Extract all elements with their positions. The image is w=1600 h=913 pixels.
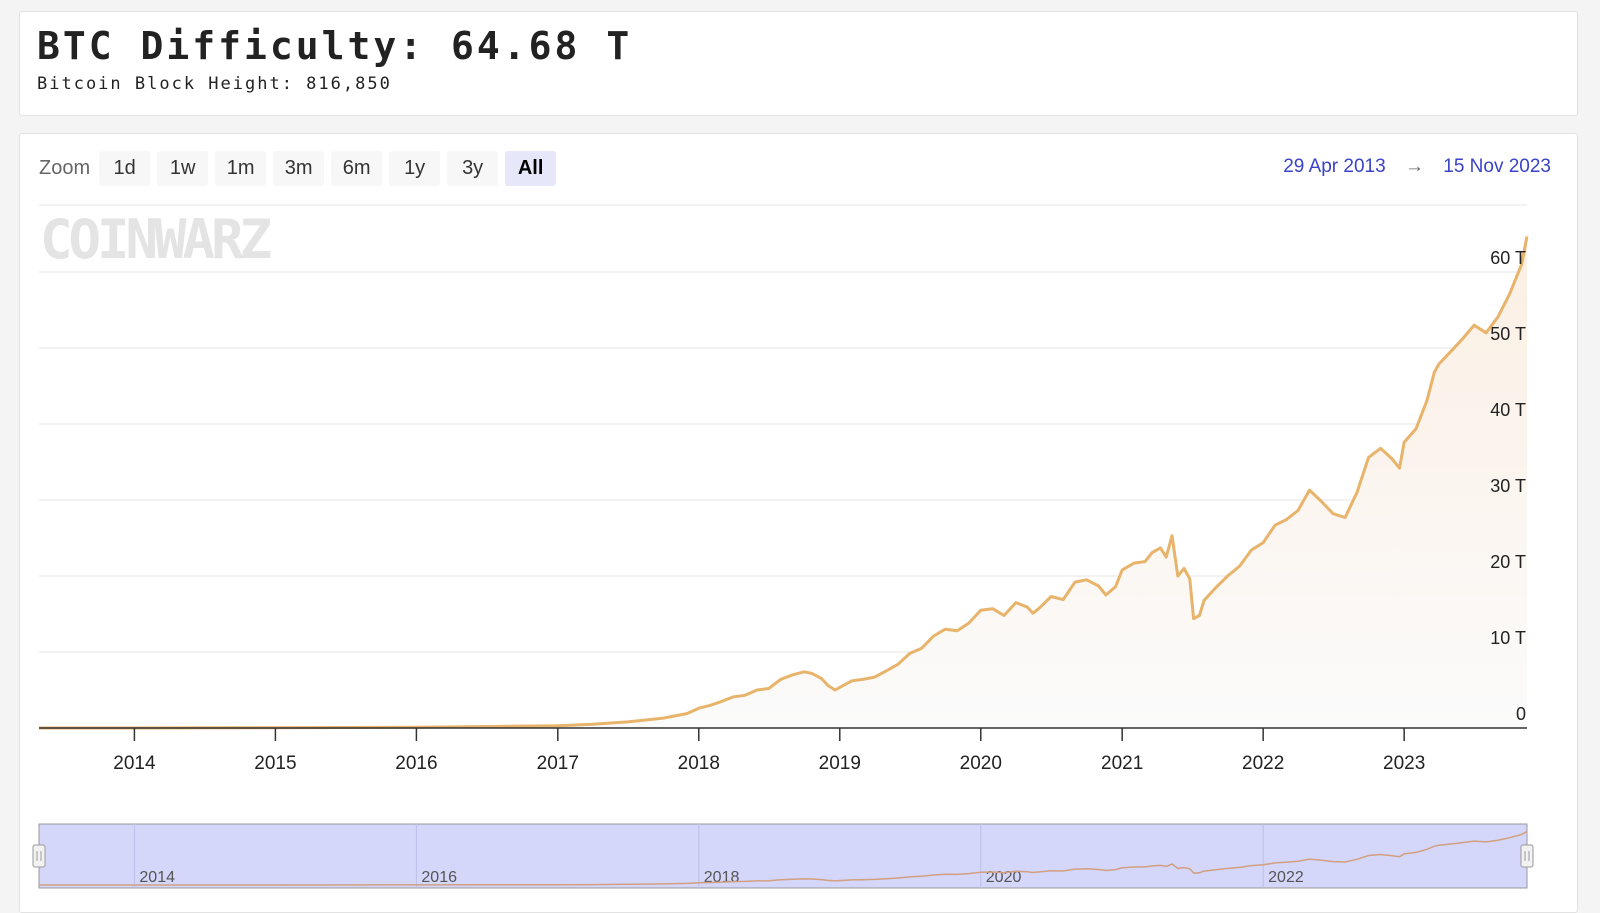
navigator-selection[interactable] — [38, 823, 1528, 889]
x-tick-label: 2014 — [113, 753, 156, 774]
range-to-date[interactable]: 15 Nov 2023 — [1443, 156, 1551, 177]
difficulty-line — [39, 236, 1529, 730]
block-height-subtitle: Bitcoin Block Height: 816,850 — [37, 74, 392, 94]
zoom-3m-button[interactable]: 3m — [273, 151, 325, 186]
navigator-tick-label: 2016 — [421, 869, 457, 886]
y-tick-label: 0 — [1516, 704, 1526, 724]
x-tick-label: 2018 — [678, 753, 720, 774]
zoom-6m-button[interactable]: 6m — [331, 151, 383, 186]
x-tick-label: 2016 — [395, 753, 437, 774]
zoom-1y-button[interactable]: 1y — [389, 151, 441, 186]
navigator[interactable]: 2014 2016 2018 2020 2022 — [32, 823, 1534, 889]
y-tick-label: 40 T — [1490, 400, 1526, 420]
zoom-label: Zoom — [39, 157, 91, 179]
x-tick-label: 2020 — [960, 753, 1002, 774]
zoom-bar: Zoom 1d 1w 1m 3m 6m 1y 3y All — [39, 151, 563, 186]
navigator-right-handle[interactable] — [1520, 844, 1534, 868]
plot-area — [39, 236, 1529, 730]
page-title: BTC Difficulty: 64.68 T — [37, 24, 633, 68]
x-tick-label: 2019 — [819, 753, 861, 774]
y-tick-label: 30 T — [1490, 476, 1526, 496]
navigator-tick-label: 2018 — [704, 869, 740, 886]
x-tick-label: 2015 — [254, 753, 296, 774]
navigator-series-line — [39, 830, 1528, 886]
navigator-tick-label: 2014 — [139, 869, 175, 886]
x-tick-label: 2017 — [537, 753, 579, 774]
y-tick-label: 10 T — [1490, 628, 1526, 648]
zoom-all-button[interactable]: All — [505, 151, 557, 186]
navigator-left-handle[interactable] — [32, 844, 46, 868]
y-tick-label: 50 T — [1490, 324, 1526, 344]
range-arrow-icon: → — [1404, 156, 1424, 177]
y-tick-label: 20 T — [1490, 552, 1526, 572]
date-range: 29 Apr 2013 → 15 Nov 2023 — [1283, 156, 1551, 178]
zoom-3y-button[interactable]: 3y — [447, 151, 499, 186]
zoom-1d-button[interactable]: 1d — [99, 151, 151, 186]
y-tick-label: 60 T — [1490, 248, 1526, 268]
navigator-tick-label: 2022 — [1268, 869, 1304, 886]
axes: 0 10 T 20 T 30 T 40 T 50 T 60 T 2014 2015 2016 201… — [39, 248, 1527, 774]
difficulty-area — [39, 236, 1527, 728]
navigator-tick-label: 2020 — [986, 869, 1022, 886]
zoom-1m-button[interactable]: 1m — [215, 151, 267, 186]
range-from-date[interactable]: 29 Apr 2013 — [1283, 156, 1386, 177]
zoom-1w-button[interactable]: 1w — [157, 151, 209, 186]
header-card: BTC Difficulty: 64.68 T Bitcoin Block He… — [19, 11, 1578, 116]
x-tick-label: 2021 — [1101, 753, 1143, 774]
x-tick-label: 2022 — [1242, 753, 1284, 774]
coinwarz-watermark: COINWARZ — [40, 208, 271, 271]
x-tick-label: 2023 — [1383, 753, 1425, 774]
